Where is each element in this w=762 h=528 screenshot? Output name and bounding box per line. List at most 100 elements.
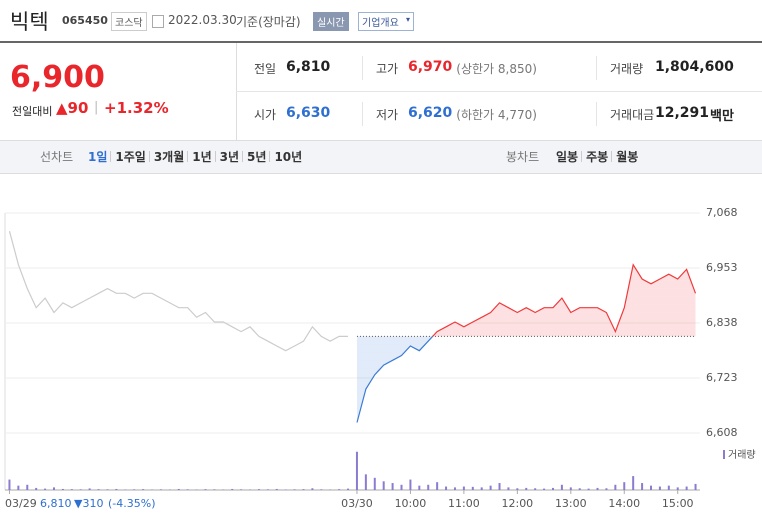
volume-bar [569, 487, 572, 490]
volume-bar [53, 487, 56, 490]
divider [596, 102, 597, 126]
volume-bar [596, 487, 599, 490]
stat-note: (하한가 4,770) [456, 108, 537, 122]
change-rate: +1.32% [104, 99, 169, 117]
volume-bar [168, 489, 171, 490]
divider [596, 56, 597, 80]
dropdown-arrow: ▾ [406, 15, 411, 24]
stat-label: 저가 [376, 108, 399, 122]
tab-sep [581, 151, 583, 162]
volume-bar [694, 483, 697, 490]
volume-bar [658, 486, 661, 490]
volume-bar [578, 488, 581, 490]
volume-bar [231, 488, 234, 490]
stat-value: 1,804,600 [655, 59, 734, 75]
volume-bar [35, 487, 38, 490]
tab-sep [214, 151, 216, 162]
volume-bar [462, 486, 465, 490]
area [356, 264, 696, 423]
y-tick-label: 6,608 [706, 426, 738, 439]
volume-bar [249, 489, 252, 490]
tab[interactable]: 3년 [219, 150, 240, 164]
price-line [356, 263, 697, 423]
x-tick-label: 15:00 [662, 497, 694, 510]
tab[interactable]: 1년 [192, 150, 212, 164]
stat-label: 고가 [376, 62, 399, 76]
x-tick-label: 10:00 [395, 497, 427, 510]
stat-value: 6,630 [286, 105, 331, 121]
stat-unit: 백만 [710, 109, 734, 124]
volume-bar [204, 489, 207, 490]
volume-bar [498, 483, 501, 490]
volume-bar [186, 489, 189, 490]
tab[interactable]: 5년 [247, 150, 267, 164]
volume-bar [329, 489, 332, 490]
volume-bar [222, 489, 225, 490]
divider [236, 91, 762, 92]
volume-bar [320, 489, 323, 490]
y-tick-label: 6,953 [706, 261, 738, 274]
volume-bar [266, 489, 269, 490]
volume-bar [195, 489, 198, 490]
price: 6,900 [10, 60, 105, 95]
tab-bar [0, 140, 762, 174]
divider [362, 102, 363, 126]
volume-bar [70, 489, 73, 490]
tab[interactable]: 10년 [274, 150, 303, 164]
stat-value: 12,291 [655, 105, 710, 121]
tab[interactable]: 3개월 [153, 150, 185, 164]
volume-bar [436, 482, 439, 490]
stat-label: 전일 [254, 62, 277, 76]
volume-bar [391, 483, 394, 490]
footer-change: ▼310 [74, 497, 103, 510]
volume-bar [17, 485, 20, 490]
tab[interactable]: 1일 [88, 150, 108, 164]
price-line [8, 231, 348, 352]
tab[interactable]: 일봉 [556, 150, 579, 164]
x-tick-label: 11:00 [448, 497, 480, 510]
tab-sep [187, 151, 189, 162]
tab[interactable]: 1주일 [115, 150, 146, 164]
tab[interactable]: 주봉 [586, 150, 609, 164]
y-tick-label: 6,723 [706, 371, 738, 384]
volume-bar [445, 486, 448, 490]
volume-bar [516, 488, 519, 490]
calendar-icon [152, 15, 164, 28]
tab[interactable]: 월봉 [616, 150, 639, 164]
stat-value: 6,620 [408, 105, 453, 121]
volume-bar [560, 484, 563, 490]
volume-bar [79, 489, 82, 490]
volume-bar [355, 451, 358, 490]
volume-bar [685, 486, 688, 490]
tab-sep [269, 151, 271, 162]
volume-bar [489, 485, 492, 490]
overview-button[interactable]: 기업개요 [358, 12, 414, 31]
tab-sep [242, 151, 244, 162]
volume-bar [614, 484, 617, 490]
volume-bar [115, 488, 118, 490]
tab-sep [148, 151, 150, 162]
volume-bar [240, 489, 243, 490]
volume-bar [133, 489, 136, 490]
y-tick-label: 6,838 [706, 316, 738, 329]
volume-bar [8, 479, 11, 490]
volume-bar [44, 488, 47, 490]
x-tick-label: 14:00 [608, 497, 640, 510]
header-rule [0, 41, 762, 43]
footer-rate: (-4.35%) [108, 497, 156, 510]
volume-bar [26, 484, 29, 490]
volume-bar [88, 488, 91, 490]
volume-bar [257, 489, 260, 490]
volume-bar [159, 489, 162, 490]
volume-bar [373, 477, 376, 490]
realtime-badge[interactable]: 실시간 [313, 12, 349, 31]
stat-value: 6,970 [408, 59, 453, 75]
volume-bar [427, 484, 430, 490]
change: ▲90 [56, 99, 89, 117]
x-tick-label: 12:00 [501, 497, 533, 510]
stat-label: 시가 [254, 108, 277, 122]
volume-bar [347, 488, 350, 490]
volume-bar [151, 489, 154, 490]
stat-note: (상한가 8,850) [456, 62, 537, 76]
